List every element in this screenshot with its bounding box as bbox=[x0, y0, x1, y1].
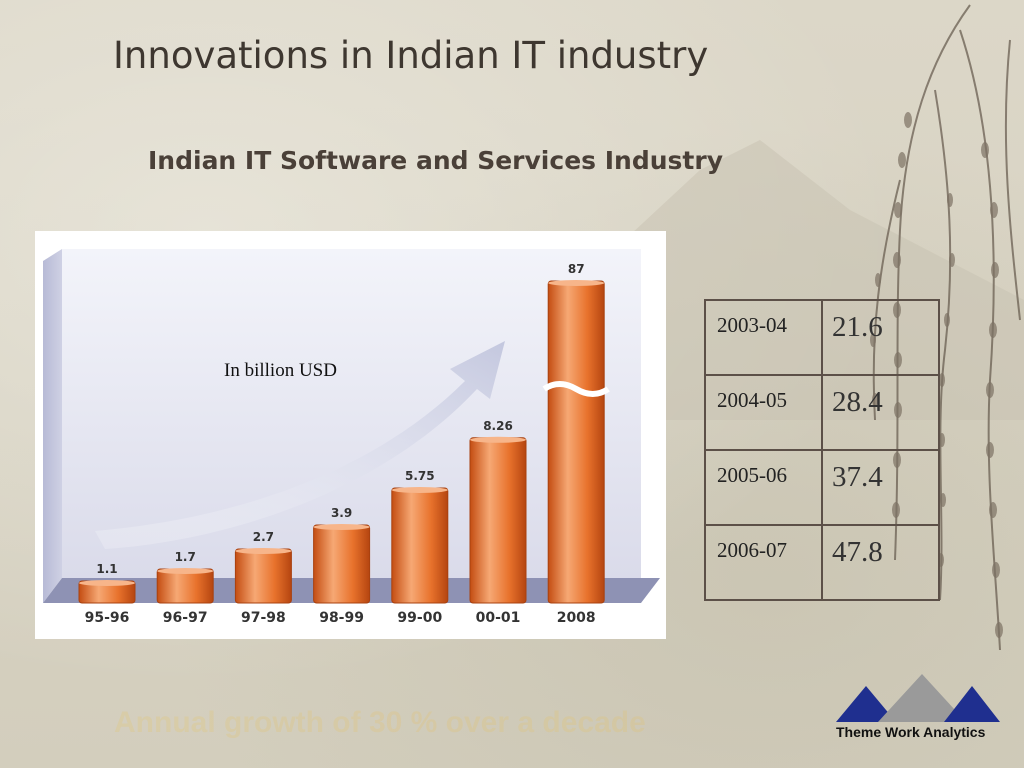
bar-top-98-99 bbox=[313, 524, 370, 530]
table-cell-period: 2005-06 bbox=[704, 449, 823, 526]
revenue-table: 2003-04 21.6 2004-05 28.4 2005-06 37.4 2… bbox=[704, 299, 940, 601]
growth-arrow bbox=[95, 341, 505, 549]
x-tick-label: 2008 bbox=[557, 610, 596, 626]
data-label: 3.9 bbox=[331, 506, 352, 520]
data-label: 87 bbox=[568, 262, 585, 276]
bar-top-97-98 bbox=[235, 548, 292, 554]
bar-top-96-97 bbox=[157, 568, 214, 574]
data-label: 8.26 bbox=[483, 419, 513, 433]
chart-side-wall bbox=[43, 249, 62, 603]
x-tick-label: 95-96 bbox=[85, 610, 130, 626]
bar-top-2008 bbox=[548, 280, 605, 286]
bar-99-00 bbox=[391, 487, 449, 604]
bar-top-95-96 bbox=[79, 580, 135, 586]
table-cell-period: 2006-07 bbox=[704, 524, 823, 601]
bar-97-98 bbox=[234, 548, 292, 604]
table-cell-value: 28.4 bbox=[821, 374, 940, 451]
table-cell-value: 21.6 bbox=[821, 299, 940, 376]
bar-98-99 bbox=[313, 524, 371, 604]
bar-96-97 bbox=[156, 568, 214, 604]
data-label: 1.1 bbox=[96, 562, 117, 576]
data-label: 2.7 bbox=[253, 530, 274, 544]
slide-subtitle: Indian IT Software and Services Industry bbox=[148, 146, 723, 175]
growth-tagline: Annual growth of 30 % over a decade bbox=[114, 706, 646, 739]
bar-top-00-01 bbox=[470, 436, 526, 443]
data-label: 5.75 bbox=[405, 469, 435, 483]
table-row: 2005-06 37.4 bbox=[704, 449, 940, 526]
bar-2008 bbox=[547, 280, 605, 604]
logo-name: Theme Work Analytics bbox=[836, 724, 986, 740]
table-row: 2006-07 47.8 bbox=[704, 524, 940, 601]
x-tick-label: 98-99 bbox=[319, 610, 364, 626]
x-tick-label: 00-01 bbox=[476, 610, 521, 626]
bar-00-01 bbox=[469, 437, 527, 604]
slide-title: Innovations in Indian IT industry bbox=[113, 34, 709, 77]
table-cell-value: 47.8 bbox=[821, 524, 940, 601]
table-row: 2004-05 28.4 bbox=[704, 374, 940, 451]
company-logo: Theme Work Analytics bbox=[834, 672, 1014, 748]
table-cell-value: 37.4 bbox=[821, 449, 940, 526]
table-row: 2003-04 21.6 bbox=[704, 299, 940, 376]
bar-top-99-00 bbox=[391, 487, 448, 493]
logo-mountains-icon bbox=[836, 674, 1000, 722]
bar-chart-panel: 1.1 95-96 1.7 96-97 2.7 97-98 3.9 98-99 5.75 99-0… bbox=[35, 231, 666, 639]
x-tick-label: 97-98 bbox=[241, 610, 286, 626]
x-tick-label: 96-97 bbox=[163, 610, 208, 626]
unit-note: In billion USD bbox=[224, 360, 337, 381]
data-label: 1.7 bbox=[175, 550, 196, 564]
bar-chart: 1.1 95-96 1.7 96-97 2.7 97-98 3.9 98-99 5.75 99-0… bbox=[43, 249, 660, 626]
table-cell-period: 2004-05 bbox=[704, 374, 823, 451]
axis-break-mark bbox=[542, 381, 610, 397]
table-cell-period: 2003-04 bbox=[704, 299, 823, 376]
x-tick-label: 99-00 bbox=[397, 610, 442, 626]
